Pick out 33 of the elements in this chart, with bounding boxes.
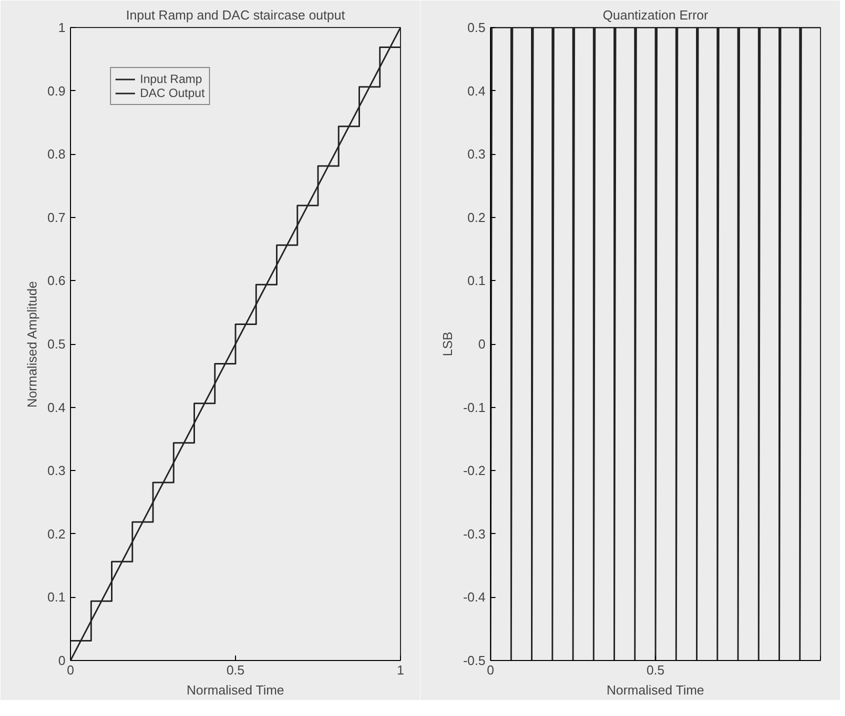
y-tick-label: 0.3 bbox=[47, 463, 66, 478]
y-tick-label: 0.8 bbox=[47, 146, 66, 162]
y-tick-label: -0.3 bbox=[463, 526, 486, 542]
x-tick-label: 1 bbox=[396, 662, 404, 678]
y-axis-title: LSB bbox=[440, 332, 456, 356]
y-tick-label: 0.2 bbox=[467, 210, 486, 225]
x-axis-title: Normalised Time bbox=[186, 682, 284, 698]
y-tick-label: 0.1 bbox=[47, 590, 66, 605]
legend-label: Input Ramp bbox=[140, 72, 202, 86]
y-tick-label: -0.4 bbox=[463, 590, 486, 605]
y-tick-label: 0 bbox=[58, 653, 66, 668]
x-tick-label: 0.5 bbox=[226, 662, 245, 678]
y-tick-label: 0.4 bbox=[47, 400, 66, 415]
y-axis-title: Normalised Amplitude bbox=[24, 281, 40, 408]
x-axis-title: Normalised Time bbox=[606, 682, 704, 698]
y-tick-label: 0.5 bbox=[467, 20, 486, 35]
y-tick-label: 0.4 bbox=[467, 83, 486, 98]
y-tick-label: 0.6 bbox=[47, 273, 66, 288]
y-tick-label: 1 bbox=[58, 20, 66, 35]
y-tick-label: 0.9 bbox=[47, 83, 66, 98]
y-tick-label: 0.2 bbox=[47, 526, 66, 542]
y-tick-label: 0.1 bbox=[467, 273, 486, 288]
x-tick-label: 0.5 bbox=[646, 662, 665, 678]
y-tick-label: -0.1 bbox=[463, 400, 486, 415]
y-tick-label: 0.5 bbox=[47, 336, 66, 352]
chart-title: Quantization Error bbox=[602, 8, 709, 22]
chart-title: Input Ramp and DAC staircase output bbox=[126, 8, 346, 22]
y-tick-label: 0.3 bbox=[467, 146, 486, 162]
legend-label: DAC Output bbox=[140, 86, 205, 100]
y-tick-label: -0.5 bbox=[463, 653, 486, 668]
y-tick-label: 0.7 bbox=[47, 210, 66, 225]
y-tick-label: -0.2 bbox=[463, 463, 486, 478]
y-tick-label: 0 bbox=[478, 336, 486, 352]
